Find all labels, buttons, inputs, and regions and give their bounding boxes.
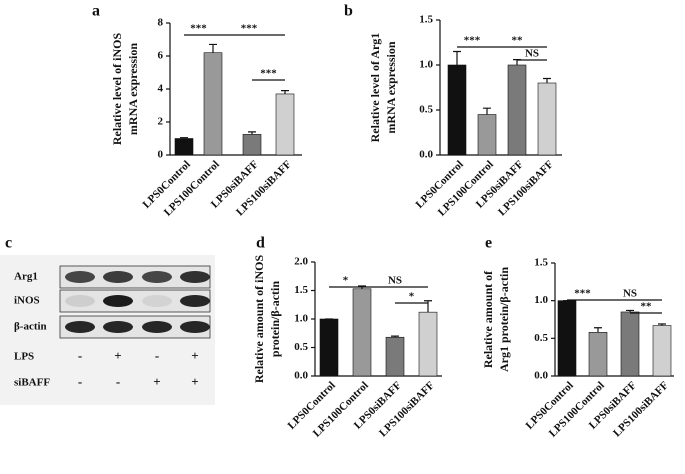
bar <box>385 336 405 377</box>
significance-label: *** <box>260 68 277 80</box>
treatment-sign: - <box>155 348 159 363</box>
bar <box>652 325 672 377</box>
error-bar <box>626 309 634 312</box>
bar <box>418 311 438 377</box>
bar <box>319 318 339 377</box>
error-bar <box>543 77 551 83</box>
bar <box>557 300 577 377</box>
bar <box>620 311 640 377</box>
y-axis-label: Relative level of iNOS <box>110 33 124 146</box>
y-tick-label: 6 <box>158 50 164 62</box>
bar <box>507 64 527 156</box>
significance-label: *** <box>574 288 591 300</box>
panel-label: c <box>5 235 12 252</box>
bar <box>447 64 467 156</box>
y-tick-label: 4 <box>158 83 164 95</box>
significance-label: NS <box>623 288 637 300</box>
x-tick-label: LPS100siBAFF <box>496 158 556 218</box>
significance-label: ** <box>641 301 653 313</box>
y-tick-label: 2 <box>158 116 164 128</box>
blot-band <box>103 271 133 283</box>
panel-label: e <box>485 235 492 252</box>
y-tick-label: 0.0 <box>294 370 308 382</box>
bar <box>203 52 223 156</box>
significance-label: ** <box>512 35 524 47</box>
treatment-sign: - <box>116 374 120 389</box>
treatment-sign: + <box>153 374 160 389</box>
blot-band <box>180 295 210 307</box>
significance-label: * <box>343 275 349 287</box>
blot-band <box>142 321 172 333</box>
panel-label: b <box>344 3 353 20</box>
y-tick-label: 8 <box>158 17 164 29</box>
error-bar <box>180 137 188 139</box>
panel-label: d <box>256 235 265 252</box>
y-axis-label: Relative amount of <box>481 270 495 368</box>
y-tick-label: 0.0 <box>534 370 548 382</box>
error-bar <box>453 50 461 65</box>
significance-label: *** <box>464 35 481 47</box>
y-tick-label: 0.5 <box>419 104 433 116</box>
error-bar <box>658 323 666 326</box>
blot-band <box>103 295 133 307</box>
y-axis-label: protein/β-actin <box>268 281 282 357</box>
significance-label: NS <box>388 275 402 287</box>
y-tick-label: 0 <box>158 149 164 161</box>
y-tick-label: 2.0 <box>294 256 308 268</box>
bar <box>242 134 262 156</box>
y-tick-label: 1.0 <box>534 294 548 306</box>
blot-band <box>103 321 133 333</box>
error-bar <box>483 107 491 115</box>
treatment-label: siBAFF <box>14 377 50 389</box>
x-tick-label: LPS100Control <box>547 379 607 439</box>
blot-band <box>142 271 172 283</box>
blot-row-label: iNOS <box>14 295 40 307</box>
bar <box>537 82 557 156</box>
y-tick-label: 1.5 <box>419 14 433 26</box>
y-axis-label: mRNA expression <box>384 41 398 133</box>
treatment-sign: - <box>78 374 82 389</box>
error-bar <box>594 327 602 333</box>
y-tick-label: 1.0 <box>419 59 433 71</box>
blot-band <box>65 321 95 333</box>
y-tick-label: 0.5 <box>534 332 548 344</box>
bar <box>477 114 497 156</box>
blot-row-label: Arg1 <box>14 271 38 283</box>
treatment-sign: + <box>191 348 198 363</box>
treatment-sign: - <box>78 348 82 363</box>
error-bar <box>281 90 289 94</box>
treatment-label: LPS <box>14 351 34 363</box>
significance-label: * <box>409 291 415 303</box>
y-tick-label: 1.5 <box>534 257 548 269</box>
blot-band <box>65 271 95 283</box>
error-bar <box>248 131 256 135</box>
y-axis-label: mRNA expression <box>126 43 140 135</box>
y-tick-label: 1.0 <box>294 313 308 325</box>
blot-band <box>180 271 210 283</box>
significance-label: NS <box>525 48 539 60</box>
blot-band <box>65 295 95 307</box>
error-bar <box>391 335 399 338</box>
y-axis-label: Relative level of Arg1 <box>368 33 382 143</box>
treatment-sign: + <box>191 374 198 389</box>
blot-band <box>180 321 210 333</box>
significance-label: *** <box>241 23 258 35</box>
x-tick-label: LPS100siBAFF <box>611 379 671 439</box>
significance-label: *** <box>190 23 207 35</box>
treatment-sign: + <box>114 348 121 363</box>
y-axis-label: Relative amount of iNOS <box>252 255 266 384</box>
bar <box>588 332 608 377</box>
bar <box>352 288 372 377</box>
blot-row-label: β-actin <box>14 321 47 333</box>
bar <box>275 93 295 156</box>
y-tick-label: 1.5 <box>294 284 308 296</box>
blot-band <box>142 295 172 307</box>
panel-label: a <box>92 3 100 20</box>
y-axis-label: Arg1 protein/β-actin <box>497 267 511 372</box>
error-bar <box>209 43 217 53</box>
bar <box>174 138 194 156</box>
y-tick-label: 0.0 <box>419 149 433 161</box>
y-tick-label: 0.5 <box>294 341 308 353</box>
